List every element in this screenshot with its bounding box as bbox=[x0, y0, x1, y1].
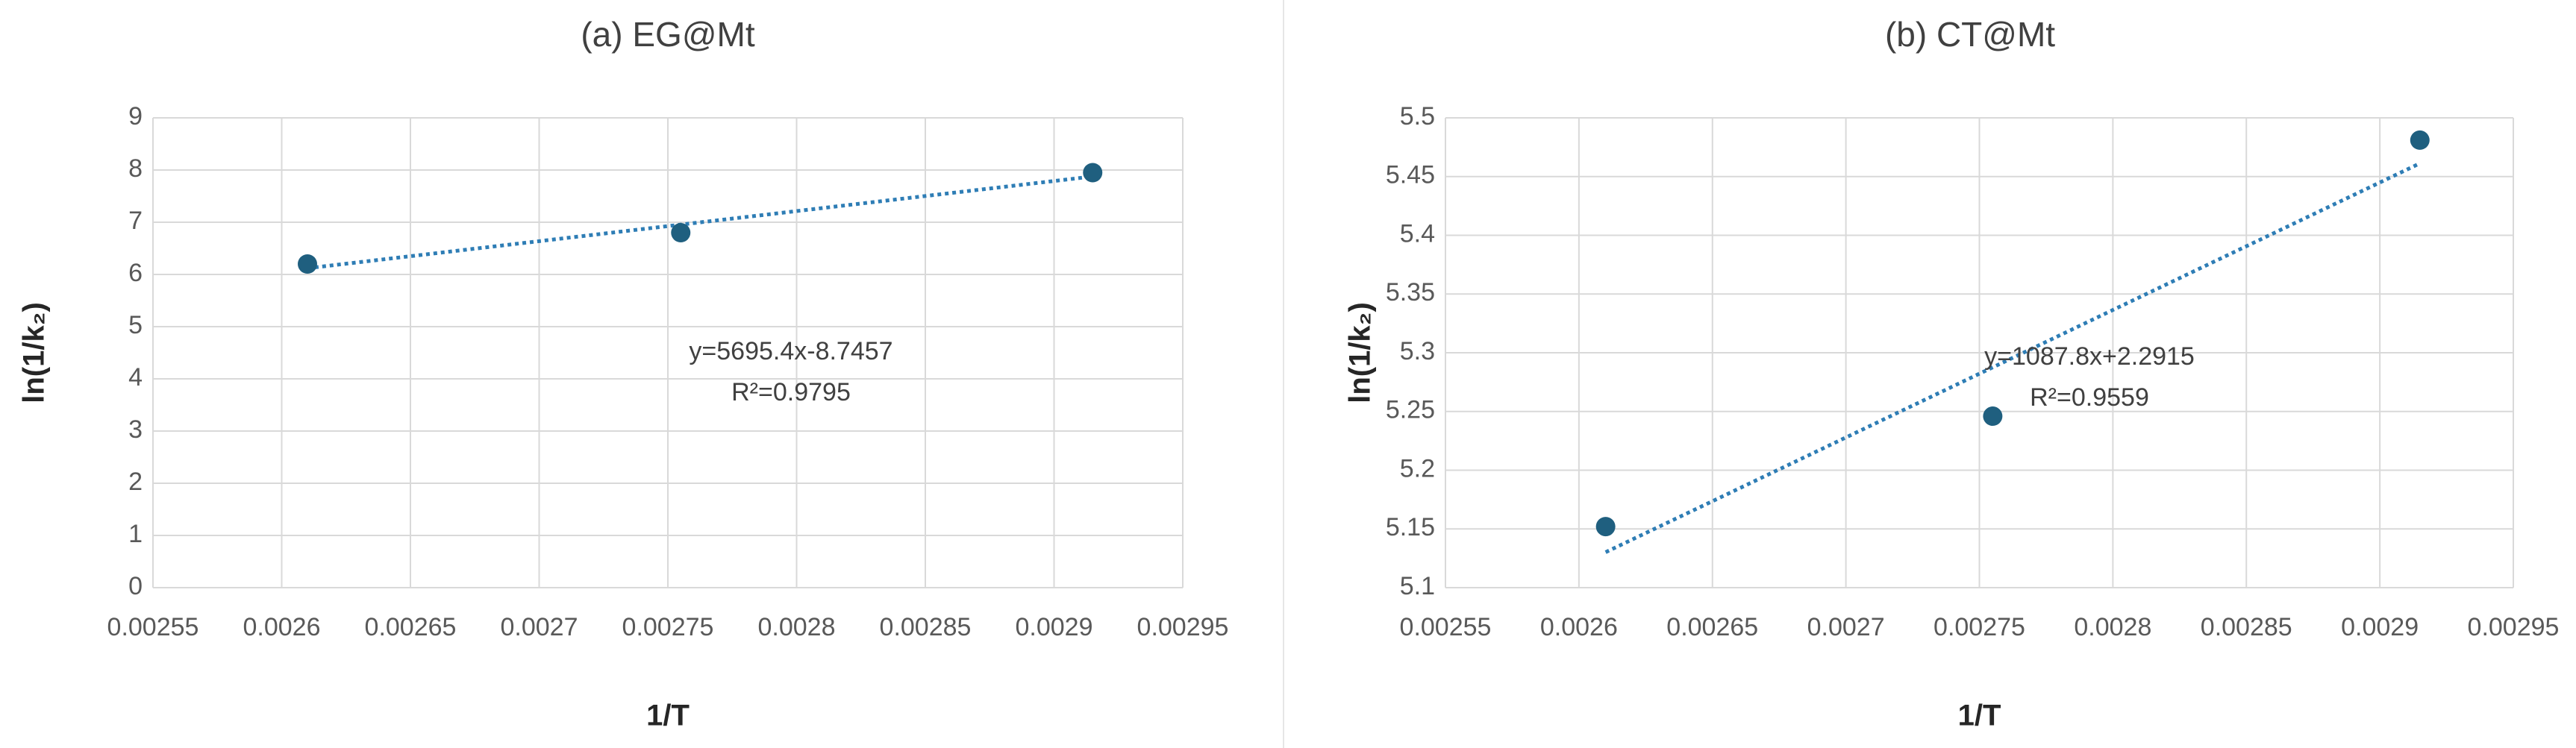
y-tick-label: 5.45 bbox=[1386, 161, 1435, 189]
y-tick-label: 5.5 bbox=[1400, 102, 1435, 131]
y-tick-label: 5.4 bbox=[1400, 219, 1435, 248]
data-point bbox=[2410, 130, 2430, 150]
y-tick-label: 5.2 bbox=[1400, 454, 1435, 483]
data-point bbox=[671, 223, 691, 242]
data-point bbox=[1983, 406, 2003, 427]
y-tick-label: 5.1 bbox=[1400, 572, 1435, 600]
y-tick-label: 3 bbox=[128, 415, 143, 444]
y-tick-label: 1 bbox=[128, 520, 143, 548]
trendline bbox=[1604, 161, 2421, 554]
x-axis-label: 1/T bbox=[646, 700, 690, 732]
x-tick-label: 0.00255 bbox=[1400, 613, 1492, 641]
y-tick-label: 5 bbox=[128, 311, 143, 339]
y-tick-label: 5.25 bbox=[1386, 396, 1435, 424]
trendline-label: y=5695.4x-8.7457 bbox=[689, 337, 892, 365]
x-tick-label: 0.0027 bbox=[1807, 613, 1885, 641]
y-tick-label: 5.15 bbox=[1386, 513, 1435, 541]
x-tick-label: 0.0027 bbox=[501, 613, 578, 641]
data-point bbox=[1595, 517, 1616, 537]
y-tick-label: 6 bbox=[128, 259, 143, 287]
y-tick-label: 2 bbox=[128, 468, 143, 496]
x-tick-label: 0.0029 bbox=[1016, 613, 1093, 641]
y-axis-label: ln(1/k₂) bbox=[18, 302, 51, 403]
x-tick-label: 0.00295 bbox=[1137, 613, 1229, 641]
trendline-label: y=1087.8x+2.2915 bbox=[1984, 342, 2195, 371]
x-tick-label: 0.0028 bbox=[2074, 613, 2151, 641]
trendline-label: R²=0.9795 bbox=[731, 378, 851, 406]
x-tick-label: 0.00295 bbox=[2468, 613, 2560, 641]
x-tick-label: 0.0026 bbox=[243, 613, 321, 641]
x-tick-label: 0.0029 bbox=[2341, 613, 2419, 641]
x-axis-label: 1/T bbox=[1958, 700, 2001, 732]
x-tick-label: 0.0026 bbox=[1540, 613, 1618, 641]
chart-title: (a) EG@Mt bbox=[581, 15, 754, 54]
x-tick-label: 0.00265 bbox=[365, 613, 457, 641]
x-tick-label: 0.00275 bbox=[622, 613, 714, 641]
data-point bbox=[1083, 163, 1103, 183]
x-tick-label: 0.0028 bbox=[758, 613, 836, 641]
y-tick-label: 5.35 bbox=[1386, 278, 1435, 307]
x-tick-label: 0.00275 bbox=[1933, 613, 2025, 641]
y-tick-label: 8 bbox=[128, 154, 143, 183]
y-tick-label: 4 bbox=[128, 363, 143, 392]
y-tick-label: 5.3 bbox=[1400, 337, 1435, 365]
trendline-label: R²=0.9559 bbox=[2030, 383, 2149, 412]
x-tick-label: 0.00285 bbox=[2201, 613, 2292, 641]
y-axis-label: ln(1/k₂) bbox=[1344, 302, 1377, 403]
y-tick-label: 9 bbox=[128, 102, 143, 131]
y-tick-label: 0 bbox=[128, 572, 143, 600]
x-tick-label: 0.00285 bbox=[880, 613, 972, 641]
trendline bbox=[307, 175, 1093, 271]
y-tick-label: 7 bbox=[128, 207, 143, 235]
x-tick-label: 0.00255 bbox=[107, 613, 199, 641]
data-point bbox=[298, 254, 317, 274]
x-tick-label: 0.00265 bbox=[1666, 613, 1758, 641]
chart-title: (b) CT@Mt bbox=[1885, 15, 2055, 54]
